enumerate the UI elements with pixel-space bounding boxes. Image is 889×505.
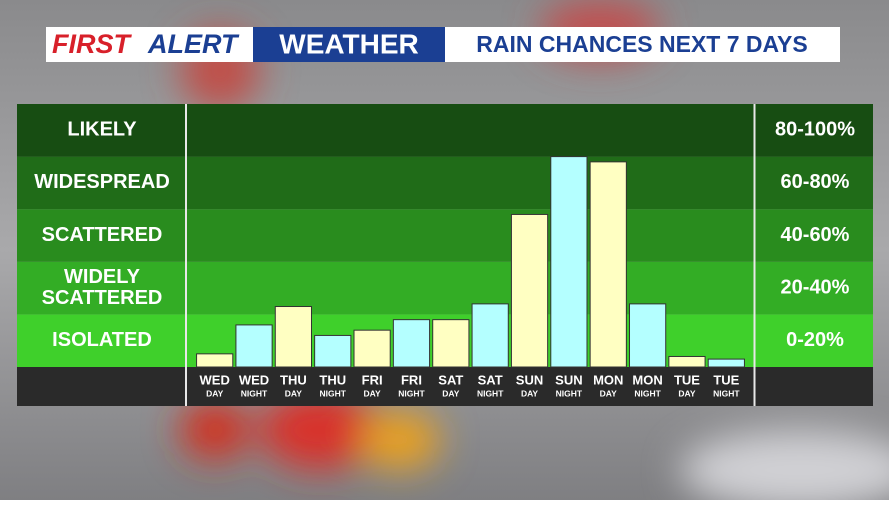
x-tick-sublabel: NIGHT	[556, 388, 583, 398]
x-tick-label: FRI	[362, 372, 383, 387]
header-first: FIRST	[52, 29, 133, 59]
chart-title: RAIN CHANCES NEXT 7 DAYS	[476, 31, 807, 57]
bar	[392, 319, 431, 368]
x-tick-label: SAT	[478, 372, 503, 387]
x-tick-sublabel: DAY	[206, 388, 223, 398]
header-mid	[253, 27, 445, 62]
band	[17, 156, 873, 210]
band-range: 40-60%	[781, 224, 850, 246]
header-weather: WEATHER	[279, 28, 418, 59]
band-label: WIDELY	[64, 266, 141, 288]
x-tick-label: FRI	[401, 372, 422, 387]
band	[17, 104, 873, 157]
x-tick-sublabel: DAY	[678, 388, 695, 398]
x-tick-sublabel: NIGHT	[398, 388, 425, 398]
x-tick-label: SUN	[516, 372, 543, 387]
x-tick-sublabel: NIGHT	[477, 388, 504, 398]
x-tick-label: WED	[239, 372, 269, 387]
bar	[274, 306, 312, 368]
band-range: 0-20%	[786, 329, 844, 351]
x-tick-sublabel: DAY	[521, 388, 538, 398]
bar	[589, 161, 627, 368]
bar	[629, 303, 667, 368]
x-tick-label: THU	[319, 372, 346, 387]
band-label: LIKELY	[67, 119, 137, 141]
x-tick-sublabel: NIGHT	[320, 388, 347, 398]
band-label: ISOLATED	[52, 329, 152, 351]
x-tick-sublabel: DAY	[285, 388, 302, 398]
bar	[353, 329, 391, 368]
band	[17, 261, 873, 315]
x-tick-label: MON	[593, 372, 623, 387]
bar	[510, 213, 549, 368]
x-tick-sublabel: DAY	[600, 388, 617, 398]
bar	[550, 156, 588, 368]
bar	[196, 353, 234, 368]
x-tick-label: TUE	[713, 372, 739, 387]
x-tick-sublabel: DAY	[442, 388, 459, 398]
header-left	[46, 27, 253, 62]
band-range: 80-100%	[775, 119, 855, 141]
x-tick-label: THU	[280, 372, 307, 387]
label-row	[17, 367, 873, 406]
x-tick-label: SUN	[555, 372, 582, 387]
band-label: WIDESPREAD	[34, 171, 170, 193]
bar	[707, 358, 745, 368]
band-label: SCATTERED	[42, 287, 163, 309]
bar	[432, 319, 470, 368]
header-alert: ALERT	[147, 29, 240, 59]
x-tick-sublabel: NIGHT	[713, 388, 740, 398]
x-tick-sublabel: NIGHT	[241, 388, 268, 398]
x-tick-label: WED	[200, 372, 230, 387]
bar	[668, 355, 706, 368]
x-tick-sublabel: DAY	[364, 388, 381, 398]
bar	[314, 334, 352, 368]
band-range: 20-40%	[781, 276, 850, 298]
header-right	[445, 27, 840, 62]
x-tick-label: SAT	[438, 372, 463, 387]
x-tick-label: MON	[632, 372, 662, 387]
band	[17, 209, 873, 262]
x-tick-label: TUE	[674, 372, 700, 387]
band-label: SCATTERED	[42, 224, 163, 246]
band-range: 60-80%	[781, 171, 850, 193]
bar	[235, 324, 273, 368]
bar	[471, 303, 509, 368]
x-tick-sublabel: NIGHT	[634, 388, 661, 398]
